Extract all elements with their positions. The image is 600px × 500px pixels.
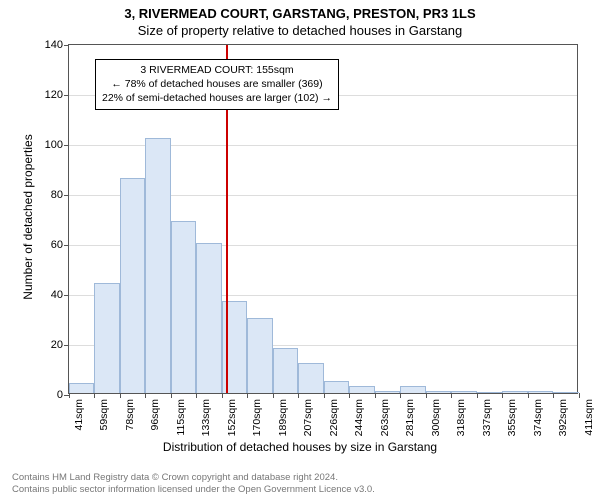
x-tick-mark (349, 393, 350, 398)
histogram-bar (324, 381, 349, 394)
histogram-bar (502, 391, 528, 394)
x-tick-label: 170sqm (251, 399, 263, 436)
x-tick-mark (579, 393, 580, 398)
y-tick-label: 80 (51, 189, 63, 201)
plot-area: 02040608010012014041sqm59sqm78sqm96sqm11… (68, 44, 578, 394)
x-tick-mark (400, 393, 401, 398)
x-tick-label: 318sqm (455, 399, 467, 436)
y-tick-mark (64, 95, 69, 96)
x-tick-label: 392sqm (557, 399, 569, 436)
histogram-bar (247, 318, 273, 393)
annotation-line2: ← 78% of detached houses are smaller (36… (102, 77, 332, 91)
chart-subtitle: Size of property relative to detached ho… (0, 21, 600, 38)
y-tick-mark (64, 45, 69, 46)
y-tick-label: 100 (45, 139, 63, 151)
y-axis-label: Number of detached properties (21, 117, 35, 317)
x-tick-mark (222, 393, 223, 398)
x-tick-label: 337sqm (481, 399, 493, 436)
x-tick-label: 96sqm (149, 399, 161, 431)
x-tick-mark (528, 393, 529, 398)
x-tick-mark (171, 393, 172, 398)
x-tick-label: 133sqm (200, 399, 212, 436)
histogram-bar (69, 383, 94, 393)
x-axis-label: Distribution of detached houses by size … (0, 440, 600, 454)
x-tick-mark (375, 393, 376, 398)
x-tick-label: 281sqm (404, 399, 416, 436)
histogram-bar (451, 391, 477, 394)
x-tick-mark (477, 393, 478, 398)
x-tick-label: 152sqm (226, 399, 238, 436)
annotation-box: 3 RIVERMEAD COURT: 155sqm ← 78% of detac… (95, 59, 339, 110)
x-tick-mark (502, 393, 503, 398)
x-tick-label: 263sqm (379, 399, 391, 436)
footer: Contains HM Land Registry data © Crown c… (12, 472, 588, 496)
x-tick-mark (145, 393, 146, 398)
histogram-bar (273, 348, 298, 393)
footer-line1: Contains HM Land Registry data © Crown c… (12, 472, 588, 484)
chart-container: 3, RIVERMEAD COURT, GARSTANG, PRESTON, P… (0, 0, 600, 500)
x-tick-mark (69, 393, 70, 398)
y-tick-mark (64, 195, 69, 196)
histogram-bar (375, 391, 400, 394)
annotation-line1: 3 RIVERMEAD COURT: 155sqm (102, 63, 332, 77)
x-tick-mark (196, 393, 197, 398)
histogram-bar (298, 363, 324, 393)
histogram-bar (196, 243, 222, 393)
y-tick-label: 60 (51, 239, 63, 251)
x-tick-mark (120, 393, 121, 398)
y-tick-label: 0 (57, 389, 63, 401)
x-tick-mark (451, 393, 452, 398)
histogram-bar (349, 386, 375, 394)
x-tick-label: 374sqm (532, 399, 544, 436)
x-tick-label: 226sqm (328, 399, 340, 436)
y-tick-mark (64, 345, 69, 346)
histogram-bar (553, 392, 579, 393)
annotation-line3: 22% of semi-detached houses are larger (… (102, 91, 332, 105)
x-tick-mark (298, 393, 299, 398)
footer-line2: Contains public sector information licen… (12, 484, 588, 496)
x-tick-mark (324, 393, 325, 398)
x-tick-label: 78sqm (124, 399, 136, 431)
histogram-bar (145, 138, 171, 393)
x-tick-label: 41sqm (73, 399, 85, 431)
histogram-bar (477, 392, 502, 393)
x-tick-mark (553, 393, 554, 398)
histogram-bar (400, 386, 426, 394)
chart-title: 3, RIVERMEAD COURT, GARSTANG, PRESTON, P… (0, 0, 600, 21)
x-tick-label: 207sqm (302, 399, 314, 436)
histogram-bar (120, 178, 145, 393)
x-tick-mark (426, 393, 427, 398)
y-tick-label: 120 (45, 89, 63, 101)
histogram-bar (528, 391, 553, 394)
histogram-bar (426, 391, 451, 394)
x-tick-label: 355sqm (506, 399, 518, 436)
x-tick-label: 115sqm (175, 399, 187, 436)
x-tick-label: 244sqm (353, 399, 365, 436)
x-tick-label: 189sqm (277, 399, 289, 436)
histogram-bar (171, 221, 196, 394)
y-tick-mark (64, 145, 69, 146)
y-tick-label: 140 (45, 39, 63, 51)
x-tick-label: 300sqm (430, 399, 442, 436)
histogram-bar (94, 283, 120, 393)
y-tick-mark (64, 245, 69, 246)
x-tick-mark (247, 393, 248, 398)
x-tick-mark (273, 393, 274, 398)
y-tick-mark (64, 295, 69, 296)
x-tick-label: 411sqm (583, 399, 595, 436)
x-tick-label: 59sqm (98, 399, 110, 431)
x-tick-mark (94, 393, 95, 398)
y-tick-label: 20 (51, 339, 63, 351)
y-tick-label: 40 (51, 289, 63, 301)
